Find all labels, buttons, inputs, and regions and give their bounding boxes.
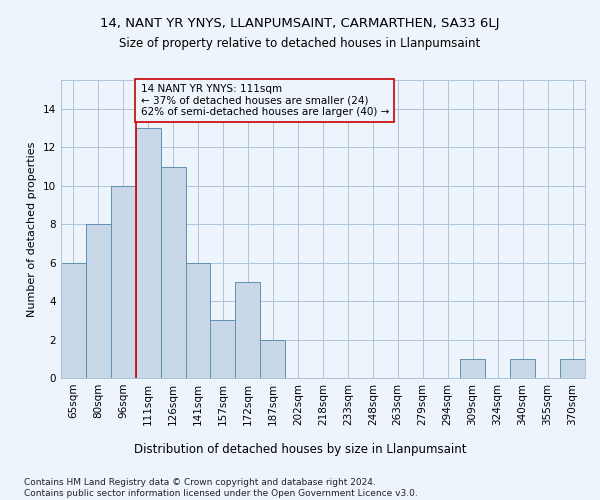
Text: 14, NANT YR YNYS, LLANPUMSAINT, CARMARTHEN, SA33 6LJ: 14, NANT YR YNYS, LLANPUMSAINT, CARMARTH… — [100, 18, 500, 30]
Text: Distribution of detached houses by size in Llanpumsaint: Distribution of detached houses by size … — [134, 442, 466, 456]
Bar — [86, 224, 110, 378]
Bar — [510, 359, 535, 378]
Bar — [235, 282, 260, 378]
Bar — [110, 186, 136, 378]
Text: Contains HM Land Registry data © Crown copyright and database right 2024.
Contai: Contains HM Land Registry data © Crown c… — [24, 478, 418, 498]
Text: 14 NANT YR YNYS: 111sqm
← 37% of detached houses are smaller (24)
62% of semi-de: 14 NANT YR YNYS: 111sqm ← 37% of detache… — [140, 84, 389, 117]
Bar — [161, 166, 185, 378]
Y-axis label: Number of detached properties: Number of detached properties — [27, 142, 37, 316]
Bar — [560, 359, 585, 378]
Text: Size of property relative to detached houses in Llanpumsaint: Size of property relative to detached ho… — [119, 38, 481, 51]
Bar — [460, 359, 485, 378]
Bar — [185, 262, 211, 378]
Bar — [211, 320, 235, 378]
Bar — [136, 128, 161, 378]
Bar — [260, 340, 286, 378]
Bar — [61, 262, 86, 378]
